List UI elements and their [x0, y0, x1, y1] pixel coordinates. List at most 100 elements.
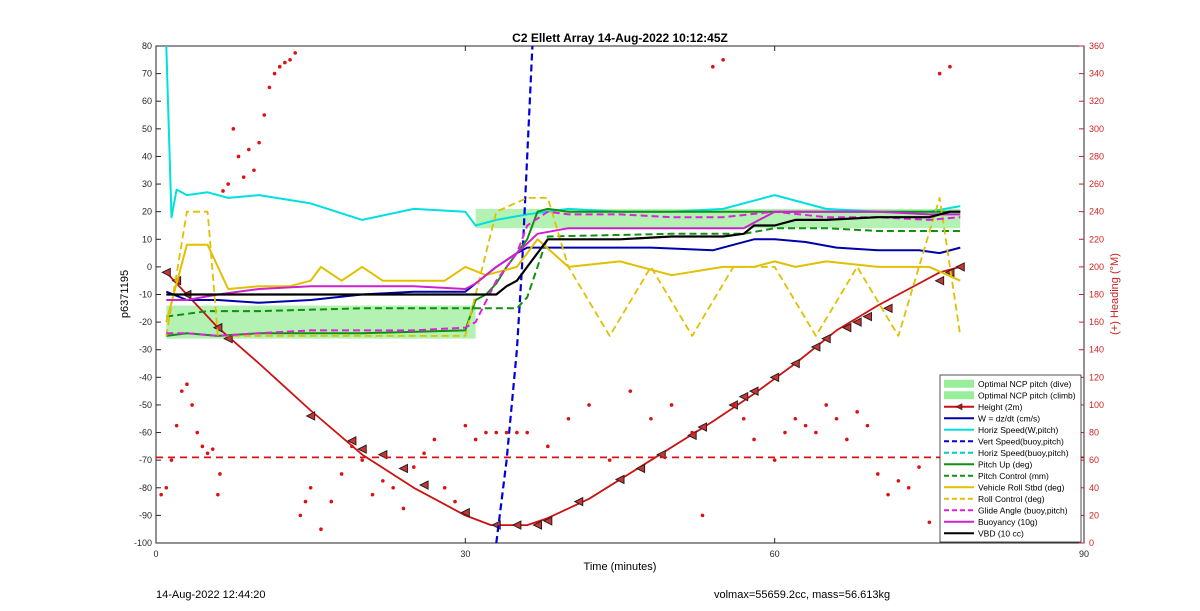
y-left-tick-label: 20	[142, 207, 152, 217]
heading-point	[216, 492, 220, 497]
height-marker	[460, 507, 470, 518]
heading-point	[231, 127, 236, 131]
heading-point	[948, 64, 952, 69]
heading-point	[525, 430, 529, 435]
legend-label-buoyancy: Buoyancy (10g)	[978, 517, 1038, 527]
series-pitch-control	[166, 227, 961, 318]
legend-label-ncp-dive: Optimal NCP pitch (dive)	[978, 379, 1072, 389]
heading-point	[494, 430, 499, 435]
y-right-tick-label: 340	[1089, 69, 1104, 79]
y-right-tick-label: 0	[1089, 538, 1094, 548]
legend-label-height: Height (2m)	[978, 402, 1023, 412]
heading-point	[422, 451, 426, 456]
heading-point	[453, 499, 457, 504]
y-left-tick-label: 60	[142, 96, 152, 106]
y-left-tick-label: 50	[142, 124, 152, 134]
height-marker	[882, 303, 893, 314]
heading-point	[226, 182, 230, 186]
y-left-tick-label: -50	[139, 400, 152, 410]
y-right-tick-label: 40	[1089, 483, 1099, 493]
legend-label-roll-stbd: Vehicle Roll Stbd (deg)	[978, 482, 1065, 492]
height-marker	[697, 422, 707, 432]
legend-marker	[955, 403, 963, 411]
heading-point	[391, 485, 395, 490]
heading-point	[381, 479, 385, 483]
legend-swatch-ncp-climb	[944, 391, 974, 400]
heading-point	[927, 520, 932, 525]
heading-point	[700, 513, 705, 518]
y-axis-left-label: p6371195	[119, 270, 131, 318]
heading-point	[360, 458, 365, 462]
heading-point	[164, 485, 169, 490]
legend-label-ncp-climb: Optimal NCP pitch (climb)	[978, 390, 1076, 400]
heading-point	[442, 485, 447, 490]
heading-point	[241, 175, 246, 179]
y-right-tick-label: 180	[1089, 290, 1104, 300]
height-marker	[161, 267, 171, 278]
legend-label-vert-speed-buoy: Vert Speed(buoy,pitch)	[978, 436, 1064, 446]
heading-point	[721, 58, 725, 62]
series-horiz-speed	[165, 45, 961, 227]
height-marker	[852, 317, 862, 327]
y-left-tick-label: -40	[139, 372, 152, 382]
heading-point	[210, 447, 215, 451]
heading-point	[185, 382, 189, 387]
series-roll-control	[165, 196, 962, 337]
height-marker	[934, 275, 945, 286]
y-right-tick-label: 80	[1089, 428, 1099, 438]
height-marker	[810, 342, 821, 352]
heading-point	[484, 430, 488, 435]
y-right-tick-label: 140	[1089, 345, 1104, 355]
series-glide-angle	[166, 210, 961, 337]
legend-label-vbd: VBD (10 cc)	[978, 528, 1024, 538]
heading-point	[339, 472, 344, 476]
heading-point	[814, 430, 818, 435]
heading-point	[607, 458, 612, 462]
legend-box	[939, 374, 1082, 543]
height-marker	[532, 520, 543, 530]
y-right-tick-label: 120	[1089, 372, 1104, 382]
heading-point	[752, 437, 756, 442]
x-tick-label: 60	[770, 549, 780, 559]
heading-point	[886, 492, 890, 497]
y-left-tick-label: 40	[142, 151, 152, 161]
heading-point	[731, 403, 736, 407]
y-right-tick-label: 20	[1089, 510, 1099, 520]
legend-label-pitch-control: Pitch Control (mm)	[978, 471, 1049, 481]
heading-point	[293, 51, 298, 55]
heading-point	[587, 403, 591, 407]
heading-point	[179, 389, 184, 393]
y-axis-right-label: (+) Heading (°M)	[1109, 253, 1121, 335]
height-marker	[398, 463, 408, 474]
x-tick-label: 0	[153, 549, 158, 559]
heading-point	[319, 527, 323, 531]
x-tick-label: 90	[1079, 549, 1089, 559]
heading-point	[875, 472, 880, 476]
heading-point	[803, 423, 808, 428]
y-left-tick-label: 30	[142, 179, 152, 189]
series-height	[165, 266, 961, 526]
heading-point	[855, 410, 859, 414]
heading-point	[628, 389, 633, 393]
y-left-tick-label: -30	[139, 345, 152, 355]
heading-point	[546, 444, 550, 449]
heading-point	[169, 458, 174, 462]
heading-point	[190, 403, 194, 407]
heading-point	[218, 472, 222, 476]
heading-point	[741, 416, 746, 421]
y-left-tick-label: 10	[142, 234, 152, 244]
y-right-tick-label: 220	[1089, 234, 1104, 244]
series-vert-speed-buoy	[495, 45, 534, 544]
y-right-tick-label: 60	[1089, 455, 1099, 465]
height-marker	[635, 463, 646, 474]
x-axis-label: Time (minutes)	[584, 561, 657, 573]
height-marker	[841, 322, 852, 333]
legend-label-glide-angle: Glide Angle (buoy,pitch)	[978, 505, 1068, 515]
y-right-tick-label: 280	[1089, 151, 1104, 161]
legend-label-pitch-up: Pitch Up (deg)	[978, 459, 1032, 469]
heading-point	[669, 403, 674, 407]
y-left-tick-label: -100	[134, 538, 152, 548]
y-left-tick-label: -70	[139, 455, 152, 465]
y-right-tick-label: 200	[1089, 262, 1104, 272]
series-vbd	[166, 210, 961, 296]
